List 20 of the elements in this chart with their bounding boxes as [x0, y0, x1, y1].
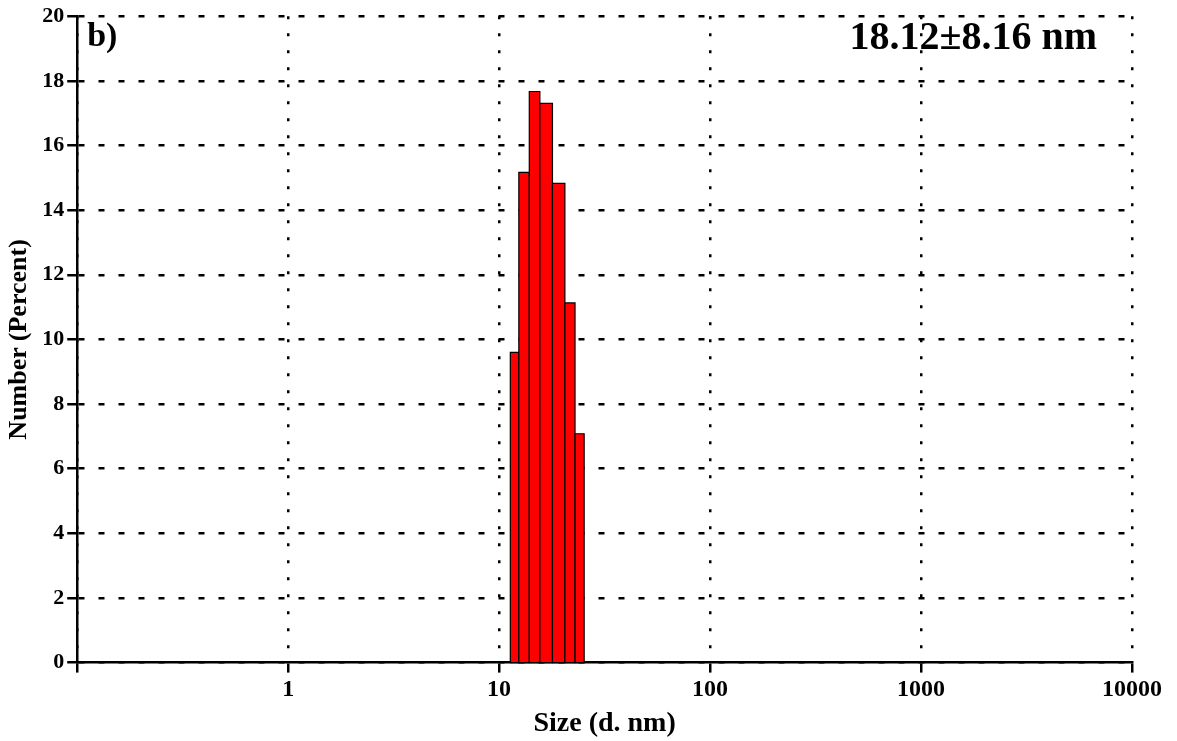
x-tick-label: 100: [692, 675, 729, 702]
y-tick-label: 10: [42, 325, 65, 351]
y-tick-label: 18: [42, 66, 65, 92]
y-tick-label: 6: [53, 454, 65, 480]
y-tick-label: 2: [53, 583, 65, 609]
y-tick-label: 8: [53, 389, 65, 415]
y-tick-label: 0: [53, 648, 65, 674]
x-tick-label: 1: [282, 675, 295, 702]
y-tick-label: 20: [42, 1, 65, 27]
y-tick-label: 16: [42, 131, 65, 157]
x-tick-label: 10: [487, 675, 512, 702]
y-axis-title: Number (Percent): [3, 239, 33, 440]
x-tick-label: 1000: [897, 675, 946, 702]
annotation: b): [87, 15, 118, 54]
y-tick-label: 14: [42, 195, 65, 221]
x-axis-title: Size (d. nm): [533, 706, 676, 738]
x-tick-label: 10000: [1102, 675, 1162, 702]
annotation: 18.12±8.16 nm: [849, 12, 1097, 58]
y-tick-label: 4: [53, 519, 65, 545]
y-tick-label: 12: [42, 260, 65, 286]
